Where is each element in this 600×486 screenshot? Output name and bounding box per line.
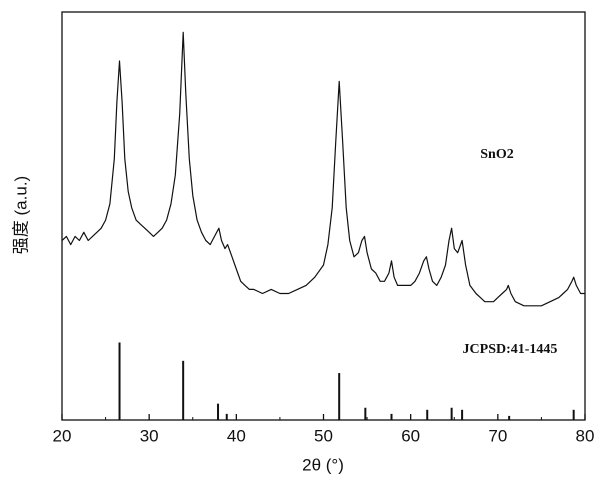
x-tick-label: 70 xyxy=(488,426,507,445)
x-tick-label: 40 xyxy=(227,426,246,445)
annotation: JCPSD:41-1445 xyxy=(463,342,558,357)
xrd-pattern xyxy=(61,31,585,307)
x-tick-label: 50 xyxy=(314,426,333,445)
annotation: SnO2 xyxy=(480,147,513,162)
x-tick-label: 80 xyxy=(576,426,595,445)
x-axis-label: 2θ (°) xyxy=(302,455,344,474)
x-tick-label: 20 xyxy=(53,426,72,445)
plot-frame xyxy=(61,11,586,421)
x-tick-label: 30 xyxy=(140,426,159,445)
x-tick-label: 60 xyxy=(401,426,420,445)
y-axis-label: 强度 (a.u.) xyxy=(11,176,30,254)
